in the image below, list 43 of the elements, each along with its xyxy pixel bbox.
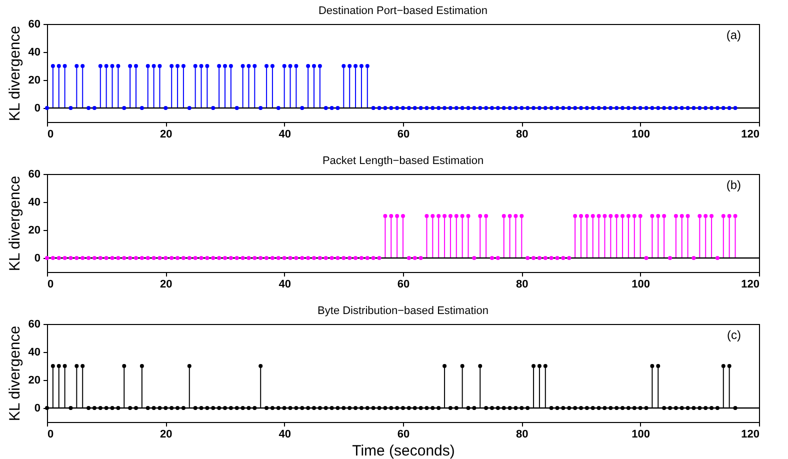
y-tick-label: 0	[34, 102, 40, 114]
x-tick-label: 40	[278, 428, 291, 440]
x-tick-label: 60	[397, 128, 410, 140]
y-tick-label: 0	[34, 252, 40, 264]
y-tick-label: 20	[28, 224, 40, 236]
chart-title: Packet Length−based Estimation	[322, 155, 484, 167]
x-axis-title: Time (seconds)	[352, 442, 455, 459]
x-tick-label: 100	[632, 428, 650, 440]
x-tick-label: 0	[48, 128, 54, 140]
x-tick-label: 40	[278, 128, 291, 140]
x-tick-label: 100	[632, 278, 650, 290]
x-tick-label: 100	[632, 128, 650, 140]
y-tick-label: 40	[28, 196, 40, 208]
y-tick-label: 20	[28, 374, 40, 386]
y-tick-label: 60	[28, 318, 40, 330]
y-tick-label: 40	[28, 346, 40, 358]
x-tick-label: 120	[741, 128, 760, 140]
x-tick-label: 20	[160, 128, 172, 140]
chart-title: Destination Port−based Estimation	[318, 5, 488, 17]
y-tick-label: 40	[28, 46, 40, 58]
x-tick-label: 0	[48, 278, 54, 290]
y-tick-label: 60	[28, 18, 40, 30]
y-axis-title: KL divergence	[6, 176, 24, 272]
annotation: (a)	[726, 28, 741, 42]
x-tick-label: 80	[516, 128, 528, 140]
y-tick-label: 60	[28, 168, 40, 180]
annotation: (b)	[726, 178, 741, 192]
x-tick-label: 0	[48, 428, 54, 440]
x-tick-label: 120	[741, 278, 760, 290]
x-tick-label: 80	[516, 278, 528, 290]
y-tick-label: 0	[34, 402, 40, 414]
annotation: (c)	[727, 328, 741, 342]
y-tick-label: 20	[28, 74, 40, 86]
y-axis-title: KL divergence	[6, 326, 24, 422]
x-tick-label: 60	[397, 428, 410, 440]
x-tick-label: 20	[160, 428, 172, 440]
x-tick-label: 120	[741, 428, 760, 440]
x-tick-label: 60	[397, 278, 410, 290]
chart-title: Byte Distribution−based Estimation	[318, 305, 488, 317]
x-tick-label: 80	[516, 428, 528, 440]
x-tick-label: 20	[160, 278, 172, 290]
x-tick-label: 40	[278, 278, 291, 290]
y-axis-title: KL divergence	[6, 26, 24, 122]
